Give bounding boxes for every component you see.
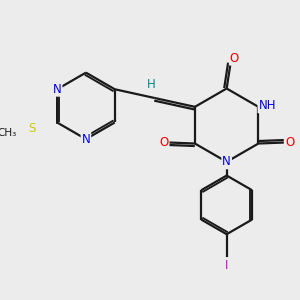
Text: N: N <box>53 83 62 96</box>
Text: S: S <box>28 122 35 135</box>
Text: O: O <box>285 136 294 149</box>
Text: O: O <box>230 52 239 65</box>
Text: H: H <box>146 78 155 91</box>
Text: I: I <box>225 259 228 272</box>
Text: N: N <box>82 133 90 146</box>
Text: O: O <box>159 136 168 149</box>
Text: N: N <box>222 155 231 168</box>
Text: CH₃: CH₃ <box>0 128 17 138</box>
Text: NH: NH <box>259 99 276 112</box>
